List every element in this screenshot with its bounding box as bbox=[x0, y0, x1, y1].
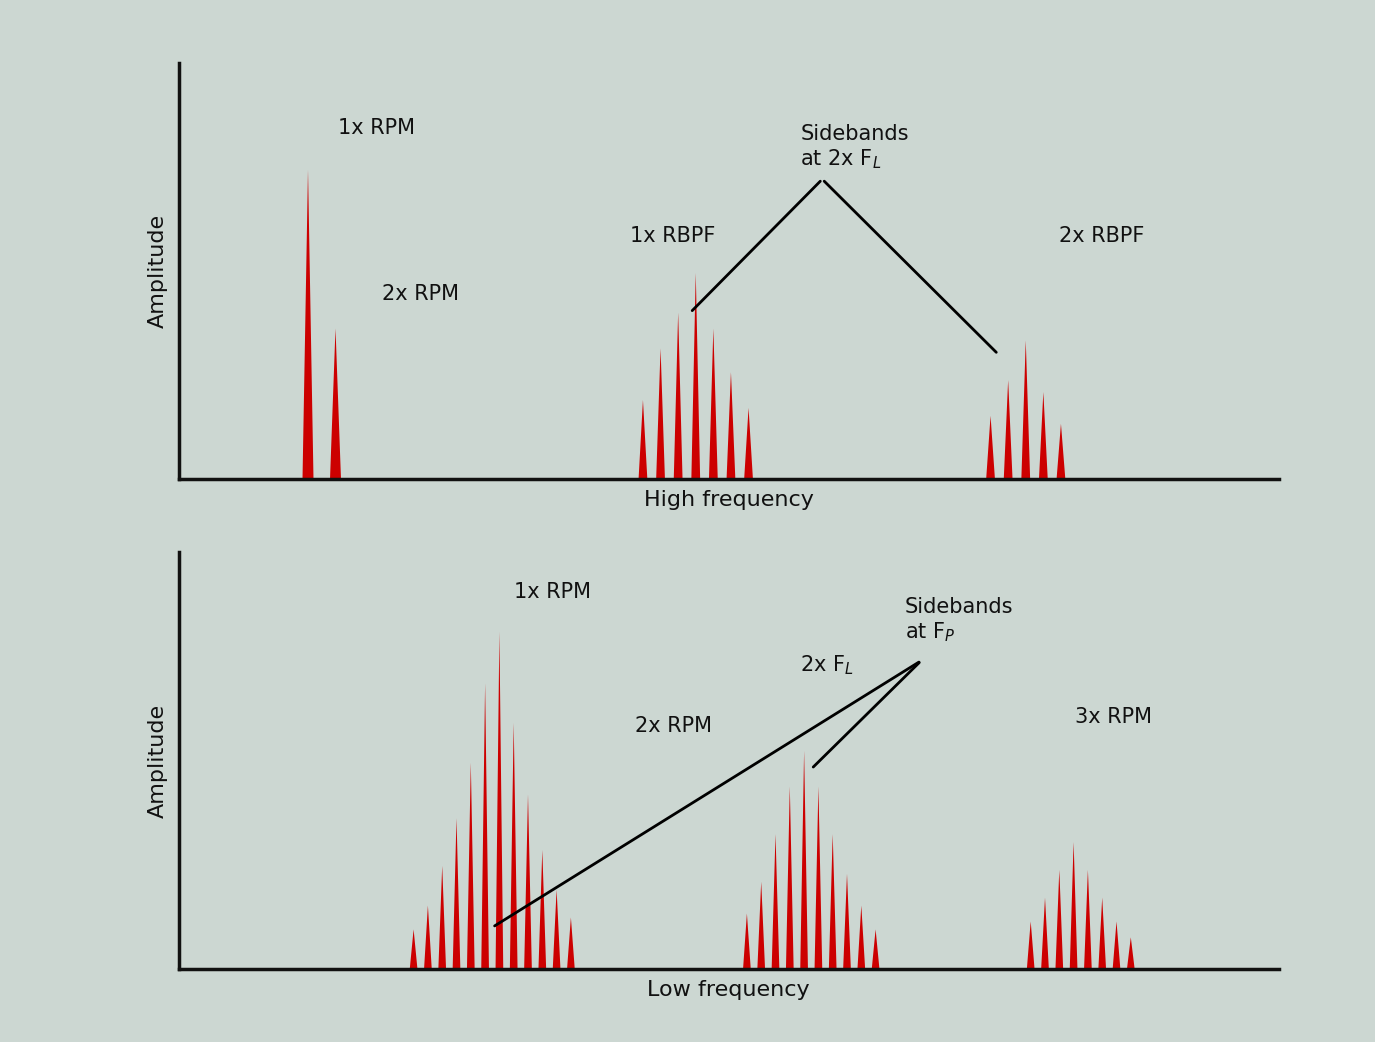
Polygon shape bbox=[1112, 921, 1121, 969]
Polygon shape bbox=[814, 787, 822, 969]
Polygon shape bbox=[468, 763, 474, 969]
Polygon shape bbox=[674, 313, 682, 479]
Polygon shape bbox=[1084, 870, 1092, 969]
Polygon shape bbox=[524, 794, 532, 969]
Polygon shape bbox=[1070, 842, 1078, 969]
Polygon shape bbox=[410, 929, 418, 969]
Polygon shape bbox=[495, 631, 503, 969]
Polygon shape bbox=[439, 866, 446, 969]
Text: 1x RPM: 1x RPM bbox=[338, 118, 415, 138]
Y-axis label: Amplitude: Amplitude bbox=[147, 214, 168, 328]
X-axis label: Low frequency: Low frequency bbox=[648, 981, 810, 1000]
Polygon shape bbox=[692, 273, 700, 479]
Polygon shape bbox=[872, 929, 880, 969]
Polygon shape bbox=[843, 874, 851, 969]
Polygon shape bbox=[742, 914, 751, 969]
Polygon shape bbox=[1128, 938, 1134, 969]
Polygon shape bbox=[539, 850, 546, 969]
Polygon shape bbox=[656, 348, 666, 479]
Polygon shape bbox=[1056, 424, 1066, 479]
Polygon shape bbox=[553, 890, 561, 969]
Polygon shape bbox=[1004, 380, 1012, 479]
Text: Sidebands
at F$_P$: Sidebands at F$_P$ bbox=[905, 597, 1013, 644]
Text: 2x RBPF: 2x RBPF bbox=[1059, 226, 1144, 246]
Polygon shape bbox=[986, 416, 996, 479]
Text: Sidebands
at 2x F$_L$: Sidebands at 2x F$_L$ bbox=[800, 124, 909, 171]
Polygon shape bbox=[710, 328, 718, 479]
Polygon shape bbox=[424, 905, 432, 969]
Text: 2x RPM: 2x RPM bbox=[635, 716, 712, 736]
Polygon shape bbox=[726, 372, 736, 479]
Polygon shape bbox=[566, 917, 575, 969]
Polygon shape bbox=[452, 818, 461, 969]
Polygon shape bbox=[829, 834, 836, 969]
Polygon shape bbox=[302, 170, 314, 479]
Polygon shape bbox=[638, 400, 648, 479]
Polygon shape bbox=[330, 328, 341, 479]
Polygon shape bbox=[858, 905, 865, 969]
Polygon shape bbox=[758, 882, 765, 969]
Polygon shape bbox=[786, 787, 793, 969]
Text: 3x RPM: 3x RPM bbox=[1075, 708, 1152, 727]
Polygon shape bbox=[481, 684, 489, 969]
Polygon shape bbox=[1022, 341, 1030, 479]
Y-axis label: Amplitude: Amplitude bbox=[147, 703, 168, 818]
Polygon shape bbox=[1056, 870, 1063, 969]
X-axis label: High frequency: High frequency bbox=[644, 491, 814, 511]
Text: 1x RPM: 1x RPM bbox=[514, 582, 591, 602]
Polygon shape bbox=[1027, 921, 1034, 969]
Polygon shape bbox=[1099, 897, 1106, 969]
Polygon shape bbox=[1041, 897, 1049, 969]
Text: 2x F$_L$: 2x F$_L$ bbox=[800, 653, 854, 677]
Polygon shape bbox=[800, 750, 808, 969]
Text: 1x RBPF: 1x RBPF bbox=[630, 226, 715, 246]
Polygon shape bbox=[744, 407, 754, 479]
Polygon shape bbox=[771, 834, 780, 969]
Polygon shape bbox=[510, 723, 517, 969]
Polygon shape bbox=[1040, 392, 1048, 479]
Text: 2x RPM: 2x RPM bbox=[382, 284, 459, 304]
